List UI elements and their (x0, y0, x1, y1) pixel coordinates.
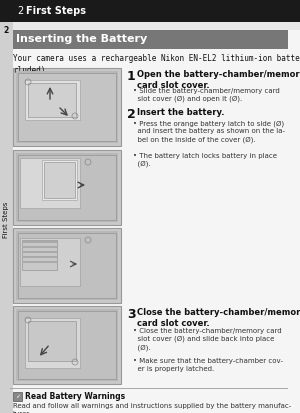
Bar (18, 73, 116, 141)
Bar (22, 241, 57, 243)
Bar (13, 392, 22, 401)
Text: • Slide the battery-chamber/memory card
  slot cover (Ø) and open it (Ø).: • Slide the battery-chamber/memory card … (133, 88, 280, 102)
Bar (25, 318, 80, 368)
Text: Open the battery-chamber/memory
card slot cover.: Open the battery-chamber/memory card slo… (137, 70, 300, 90)
Text: Insert the battery.: Insert the battery. (137, 108, 224, 117)
Text: 2: 2 (4, 26, 9, 35)
Text: • Make sure that the battery-chamber cov-
  er is properly latched.: • Make sure that the battery-chamber cov… (133, 358, 283, 372)
Bar (10, 30, 288, 49)
Text: Read Battery Warnings: Read Battery Warnings (25, 392, 125, 401)
Bar (18, 311, 116, 379)
Bar (22, 261, 57, 263)
Bar (13, 228, 121, 303)
Text: • The battery latch locks battery in place
  (Ø).: • The battery latch locks battery in pla… (133, 153, 277, 167)
Text: 3: 3 (127, 308, 136, 321)
Bar (16, 71, 118, 143)
Text: Your camera uses a rechargeable Nikon EN-EL2 lithium-ion battery (in-
cluded).: Your camera uses a rechargeable Nikon EN… (13, 54, 300, 75)
Bar (13, 150, 121, 225)
Bar (0, 22, 13, 413)
Bar (13, 68, 121, 146)
Bar (10, 388, 288, 389)
Bar (16, 309, 118, 381)
Bar (16, 153, 118, 222)
Bar (42, 160, 77, 200)
Text: • Press the orange battery latch to side (Ø)
  and insert the battery as shown o: • Press the orange battery latch to side… (133, 120, 285, 143)
Text: • Close the battery-chamber/memory card
  slot cover (Ø) and slide back into pla: • Close the battery-chamber/memory card … (133, 328, 282, 351)
Text: 2: 2 (18, 6, 27, 16)
Bar (22, 246, 57, 248)
Bar (28, 321, 76, 361)
Bar (20, 238, 80, 286)
Text: Close the battery-chamber/memory
card slot cover.: Close the battery-chamber/memory card sl… (137, 308, 300, 328)
Bar (0, 0, 300, 22)
Text: First Steps: First Steps (4, 202, 10, 238)
Text: Read and follow all warnings and instructions supplied by the battery manufac-
t: Read and follow all warnings and instruc… (13, 403, 291, 413)
Text: ✓: ✓ (15, 394, 20, 399)
Bar (22, 240, 57, 270)
Bar (13, 306, 121, 384)
Text: 2: 2 (127, 108, 136, 121)
Bar (20, 158, 80, 208)
Bar (0, 22, 300, 30)
Text: Inserting the Battery: Inserting the Battery (16, 35, 147, 45)
Text: First Steps: First Steps (26, 6, 86, 16)
Text: 1: 1 (127, 70, 136, 83)
Bar (22, 256, 57, 258)
Bar (18, 233, 116, 298)
Bar (18, 155, 116, 220)
Bar (44, 162, 75, 198)
Bar (25, 80, 80, 120)
Bar (16, 231, 118, 300)
Bar (28, 83, 76, 117)
Bar (22, 251, 57, 253)
